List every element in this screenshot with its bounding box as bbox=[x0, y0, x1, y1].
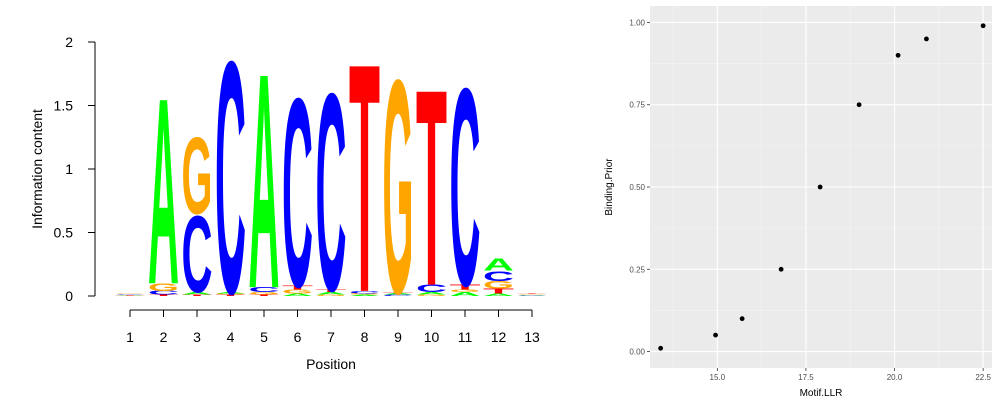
scatter-point bbox=[739, 316, 745, 322]
logo-x-tick-label: 5 bbox=[260, 329, 268, 345]
logo-letter-G: G bbox=[383, 17, 414, 358]
logo-letter-T: T bbox=[215, 294, 247, 296]
logo-x-tick-label: 11 bbox=[458, 329, 473, 345]
logo-x-axis-title: Position bbox=[306, 356, 356, 372]
logo-x-tick-label: 12 bbox=[491, 329, 507, 345]
logo-letter-C: C bbox=[215, 0, 246, 364]
scatter-point bbox=[778, 266, 784, 272]
scatter-point bbox=[980, 23, 986, 29]
logo-letter-T: T bbox=[282, 285, 313, 291]
logo-letter-C: C bbox=[483, 268, 514, 284]
logo-letter-A: A bbox=[182, 292, 213, 296]
scatter-y-axis-title: Binding.Prior bbox=[604, 158, 615, 216]
logo-letter-C: C bbox=[316, 35, 347, 350]
logo-letter-G: G bbox=[349, 293, 380, 295]
logo-letter-C: C bbox=[450, 30, 481, 345]
logo-letter-C: C bbox=[517, 295, 548, 296]
logo-letter-A: A bbox=[249, 9, 280, 352]
logo-letter-T: T bbox=[148, 294, 180, 296]
logo-letter-T: T bbox=[115, 295, 147, 296]
logo-letter-T: T bbox=[416, 31, 447, 344]
logo-x-tick-label: 1 bbox=[126, 329, 134, 345]
logo-letter-G: G bbox=[249, 292, 280, 296]
logo-letter-A: A bbox=[416, 292, 447, 296]
logo-letter-C: C bbox=[115, 294, 146, 295]
logo-letter-G: G bbox=[316, 294, 347, 296]
logo-x-tick-label: 2 bbox=[160, 329, 168, 345]
logo-letter-C: C bbox=[383, 294, 414, 296]
logo-letter-C: C bbox=[416, 282, 447, 294]
scatter-point bbox=[924, 36, 929, 42]
logo-letter-A: A bbox=[282, 293, 313, 297]
logo-letter-T: T bbox=[517, 293, 549, 294]
logo-letter-A: A bbox=[450, 291, 481, 297]
logo-letter-G: G bbox=[115, 293, 146, 294]
scatter-y-tick-label: 1.00 bbox=[629, 18, 645, 27]
scatter-y-tick-label: 0.50 bbox=[629, 183, 645, 192]
logo-letter-T: T bbox=[450, 283, 481, 291]
scatter-x-tick-label: 20.0 bbox=[887, 373, 903, 382]
logo-x-tick-label: 4 bbox=[227, 329, 235, 345]
logo-y-tick-label: 0 bbox=[65, 288, 73, 304]
logo-y-tick-label: 0.5 bbox=[54, 225, 74, 241]
logo-letter-A: A bbox=[115, 295, 146, 296]
scatter-point bbox=[817, 184, 823, 190]
scatter-x-tick-label: 22.5 bbox=[975, 373, 991, 382]
logo-letter-C: C bbox=[182, 194, 213, 316]
scatter-point bbox=[658, 345, 664, 351]
logo-x-tick-label: 9 bbox=[394, 329, 402, 345]
logo-x-tick-label: 8 bbox=[361, 329, 369, 345]
logo-letter-A: A bbox=[383, 293, 414, 295]
logo-letter-G: G bbox=[215, 293, 246, 295]
scatter-point bbox=[713, 332, 718, 338]
scatter-chart: 15.0 17.5 20.0 22.5 0.00 0.25 0.50 0.75 1.00 Moti… bbox=[604, 6, 992, 399]
scatter-point bbox=[895, 52, 901, 58]
scatter-y-tick-label: 0.25 bbox=[629, 265, 645, 274]
logo-x-tick-label: 7 bbox=[327, 329, 335, 345]
logo-letter-G: G bbox=[182, 116, 213, 238]
logo-x-tick-label: 6 bbox=[294, 329, 302, 345]
logo-letter-C: C bbox=[249, 286, 280, 294]
logo-letter-T: T bbox=[483, 287, 514, 295]
logo-letter-T: T bbox=[316, 289, 347, 293]
scatter-x-tick-label: 15.0 bbox=[710, 373, 726, 382]
logo-letter-G: G bbox=[483, 279, 514, 291]
logo-letter-A: A bbox=[215, 292, 246, 294]
scatter-y-tick-label: 0.75 bbox=[629, 101, 645, 110]
logo-y-tick-label: 1 bbox=[65, 161, 73, 177]
logo-y-tick-label: 2 bbox=[65, 34, 73, 50]
logo-letter-C: C bbox=[282, 43, 313, 345]
logo-letter-A: A bbox=[148, 43, 179, 340]
logo-letter-A: A bbox=[483, 255, 514, 275]
logo-letter-T: T bbox=[249, 294, 281, 296]
logo-x-tick-label: 3 bbox=[193, 329, 201, 345]
scatter-y-tick-label: 0.00 bbox=[629, 348, 645, 357]
scatter-x-tick-label: 17.5 bbox=[798, 373, 814, 382]
logo-letter-G: G bbox=[416, 294, 447, 296]
logo-letter-C: C bbox=[148, 290, 179, 296]
logo-letter-G: G bbox=[282, 289, 313, 295]
logo-x-tick-label: 13 bbox=[524, 329, 540, 345]
logo-letter-A: A bbox=[483, 293, 514, 297]
logo-letter-G: G bbox=[148, 281, 179, 293]
logo-letter-T: T bbox=[182, 294, 214, 296]
logo-letter-A: A bbox=[316, 292, 347, 296]
logo-letter-C: C bbox=[349, 290, 380, 294]
logo-y-tick-label: 1.5 bbox=[54, 98, 74, 114]
logo-letter-G: G bbox=[450, 289, 481, 293]
logo-y-axis-title: Information content bbox=[29, 109, 45, 229]
logo-letter-G: G bbox=[517, 294, 548, 295]
scatter-x-axis-title: Motif.LLR bbox=[800, 388, 843, 399]
logo-letter-T: T bbox=[349, 0, 380, 361]
logo-x-tick-label: 10 bbox=[424, 329, 440, 345]
logo-letter-A: A bbox=[349, 294, 380, 296]
scatter-point bbox=[856, 102, 862, 108]
logo-letter-T: T bbox=[383, 292, 415, 294]
logo-letter-A: A bbox=[517, 295, 548, 296]
